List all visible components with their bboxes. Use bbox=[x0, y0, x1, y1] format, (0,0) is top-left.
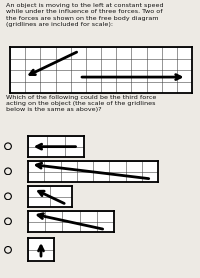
Text: An object is moving to the left at constant speed
while under the influence of t: An object is moving to the left at const… bbox=[6, 3, 164, 27]
Text: Which of the following could be the third force
acting on the object (the scale : Which of the following could be the thir… bbox=[6, 95, 156, 112]
